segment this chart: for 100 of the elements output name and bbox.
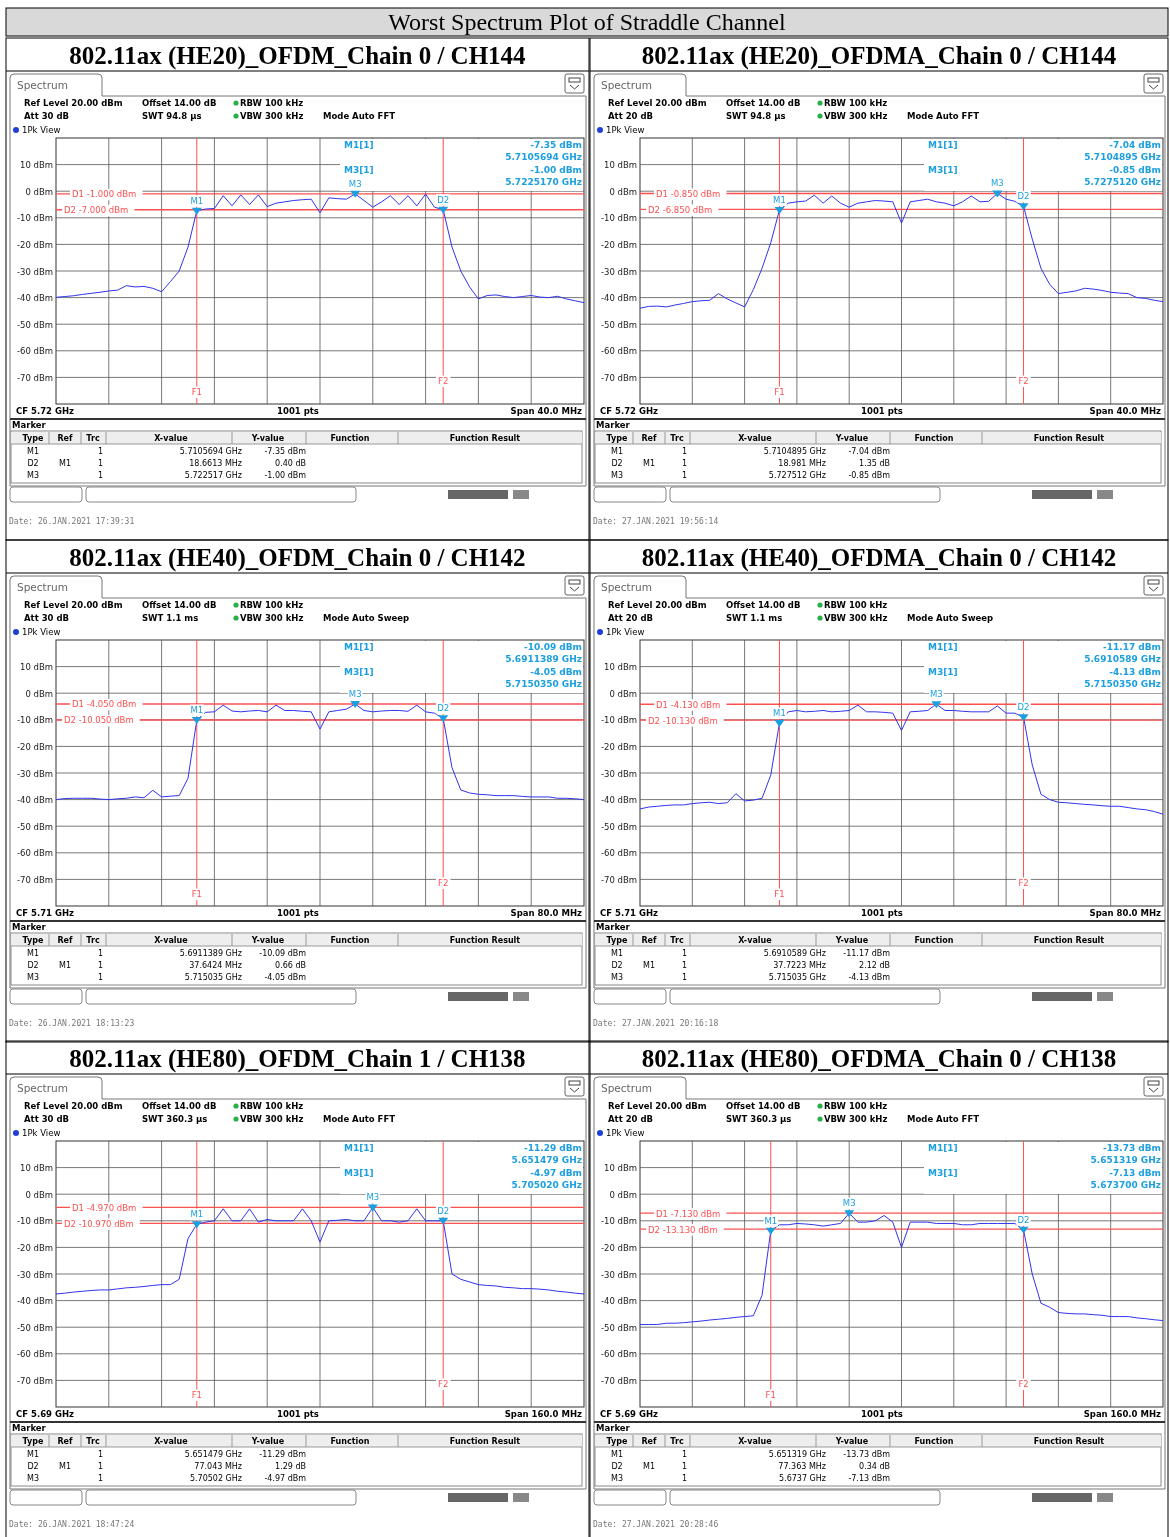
- text: Type: [22, 1437, 45, 1446]
- text: 18.981 MHz: [778, 459, 826, 468]
- text: Mode Auto Sweep: [323, 613, 410, 623]
- text: M1: [611, 949, 623, 958]
- text: Y-value: [250, 936, 285, 945]
- y-tick-label: 0 dBm: [609, 688, 637, 699]
- text: 5.727512 GHz: [768, 471, 826, 480]
- series-label: M3: [991, 178, 1004, 189]
- annotation: F1: [765, 1390, 776, 1400]
- annotation: 5.705020 GHz: [511, 1180, 582, 1190]
- text: Trc: [670, 1437, 684, 1446]
- text: Ref: [641, 434, 658, 443]
- text: M1: [643, 961, 655, 970]
- y-tick-label: -70 dBm: [600, 372, 637, 383]
- text: M1: [611, 447, 623, 456]
- chart-title: 802.11ax (HE40)_OFDM_Chain 0 / CH142: [69, 544, 526, 572]
- text: 37.7223 MHz: [773, 961, 826, 970]
- line-series: [639, 192, 1164, 309]
- annotation: F1: [191, 387, 202, 397]
- y-tick-label: -10 dBm: [16, 213, 53, 224]
- text: 1: [681, 471, 687, 480]
- text: Offset 14.00 dB: [142, 1101, 217, 1111]
- text: 1: [681, 1450, 687, 1459]
- y-tick-label: -50 dBm: [16, 821, 53, 832]
- text: Spectrum: [601, 581, 652, 593]
- y-tick-label: -70 dBm: [16, 1375, 53, 1386]
- chart-title: 802.11ax (HE80)_OFDM_Chain 1 / CH138: [69, 1045, 526, 1073]
- text: Trc: [86, 434, 100, 443]
- text: 1: [97, 471, 103, 480]
- text: VBW 300 kHz: [240, 613, 304, 623]
- text: -11.17 dBm: [843, 949, 891, 958]
- text: 1: [97, 973, 103, 982]
- text: Function Result: [1033, 434, 1105, 443]
- y-tick-label: -60 dBm: [16, 346, 53, 357]
- text: 18.6613 MHz: [189, 459, 242, 468]
- text: Marker: [596, 1423, 631, 1433]
- annotation: M1[1]: [928, 140, 958, 150]
- text: Ref Level 20.00 dBm: [24, 600, 123, 610]
- text: 77.363 MHz: [778, 1462, 826, 1471]
- annotation: F1: [774, 387, 785, 397]
- text: Ref Level 20.00 dBm: [24, 98, 123, 108]
- y-tick-label: -20 dBm: [600, 1242, 637, 1253]
- annotation: 5.7150350 GHz: [1084, 679, 1161, 689]
- series-label: M1: [190, 1209, 204, 1220]
- text: Function: [330, 936, 370, 945]
- annotation: -11.17 dBm: [1102, 642, 1161, 652]
- text: M1: [59, 961, 71, 970]
- text: Function Result: [449, 936, 521, 945]
- series-label: M3: [348, 178, 362, 189]
- text: M3: [611, 471, 623, 480]
- annotation: M3[1]: [344, 1168, 374, 1178]
- text: SWT 360.3 µs: [142, 1114, 208, 1124]
- text: Type: [606, 1437, 629, 1446]
- text: Ref Level 20.00 dBm: [608, 98, 707, 108]
- y-tick-label: 0 dBm: [25, 688, 53, 699]
- text: 1001 pts: [861, 908, 903, 918]
- line-series: [639, 703, 1164, 815]
- annotation: M3[1]: [928, 667, 958, 677]
- annotation: M1[1]: [928, 642, 958, 652]
- y-tick-label: -30 dBm: [600, 266, 637, 277]
- text: X-value: [154, 434, 189, 443]
- y-tick-label: -40 dBm: [16, 795, 53, 806]
- text: Mode Auto FFT: [323, 111, 396, 121]
- text: Att 20 dB: [608, 1114, 654, 1124]
- text: 1Pk View: [606, 627, 645, 637]
- annotation: 5.6910589 GHz: [1084, 654, 1161, 664]
- y-tick-label: -70 dBm: [16, 874, 53, 885]
- text: Spectrum: [17, 79, 68, 91]
- series-label: M1: [773, 707, 786, 718]
- text: 1001 pts: [861, 1409, 903, 1419]
- text: 2.12 dB: [859, 961, 890, 970]
- text: M3: [27, 973, 39, 982]
- y-tick-label: -20 dBm: [600, 239, 637, 250]
- text: D2: [611, 961, 623, 970]
- text: CF 5.69 GHz: [16, 1409, 75, 1419]
- point: [992, 190, 1003, 198]
- text: 1: [97, 447, 103, 456]
- annotation: 5.7105694 GHz: [505, 152, 582, 162]
- text: 0.66 dB: [275, 961, 306, 970]
- y-tick-label: -30 dBm: [600, 768, 637, 779]
- text: Ref Level 20.00 dBm: [608, 1101, 707, 1111]
- text: Function Result: [1033, 936, 1105, 945]
- text: 1Pk View: [22, 1128, 61, 1138]
- text: CF 5.72 GHz: [600, 406, 659, 416]
- series-label: M3: [348, 688, 362, 699]
- text: 5.7104895 GHz: [763, 447, 826, 456]
- text: X-value: [738, 434, 773, 443]
- ref-line-label: D2 -7.000 dBm: [64, 205, 129, 216]
- annotation: M1[1]: [928, 1143, 958, 1153]
- text: 1: [681, 949, 687, 958]
- text: -1.00 dBm: [264, 471, 307, 480]
- y-tick-label: -30 dBm: [16, 266, 53, 277]
- text: Y-value: [834, 434, 869, 443]
- text: X-value: [154, 1437, 189, 1446]
- annotation: M1[1]: [344, 642, 374, 652]
- annotation: -10.09 dBm: [523, 642, 582, 652]
- text: Att 30 dB: [24, 613, 70, 623]
- y-tick-label: -70 dBm: [600, 874, 637, 885]
- annotation: M3[1]: [928, 165, 958, 175]
- text: Offset 14.00 dB: [726, 600, 801, 610]
